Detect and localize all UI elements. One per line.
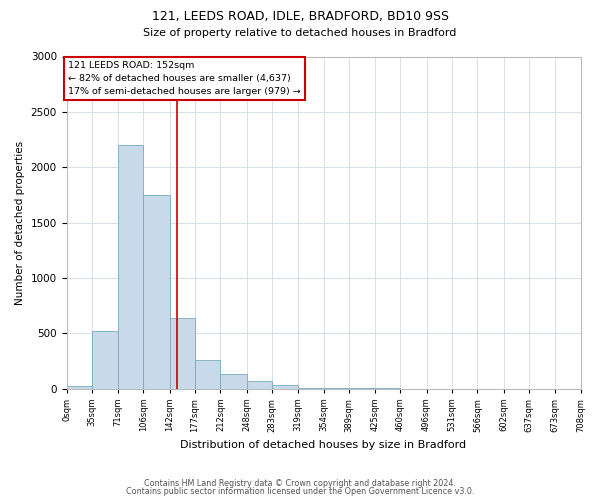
Text: Contains public sector information licensed under the Open Government Licence v3: Contains public sector information licen… — [126, 487, 474, 496]
Text: Contains HM Land Registry data © Crown copyright and database right 2024.: Contains HM Land Registry data © Crown c… — [144, 478, 456, 488]
Bar — [220, 374, 247, 388]
Text: 121, LEEDS ROAD, IDLE, BRADFORD, BD10 9SS: 121, LEEDS ROAD, IDLE, BRADFORD, BD10 9S… — [151, 10, 449, 23]
Bar — [170, 318, 195, 388]
Bar — [143, 195, 170, 388]
Bar — [247, 381, 272, 388]
Bar — [92, 331, 118, 388]
Text: Size of property relative to detached houses in Bradford: Size of property relative to detached ho… — [143, 28, 457, 38]
Bar — [272, 386, 298, 388]
Bar — [195, 360, 220, 388]
Bar — [67, 386, 92, 388]
Y-axis label: Number of detached properties: Number of detached properties — [15, 140, 25, 304]
X-axis label: Distribution of detached houses by size in Bradford: Distribution of detached houses by size … — [181, 440, 467, 450]
Text: 121 LEEDS ROAD: 152sqm
← 82% of detached houses are smaller (4,637)
17% of semi-: 121 LEEDS ROAD: 152sqm ← 82% of detached… — [68, 61, 301, 96]
Bar — [118, 145, 143, 388]
